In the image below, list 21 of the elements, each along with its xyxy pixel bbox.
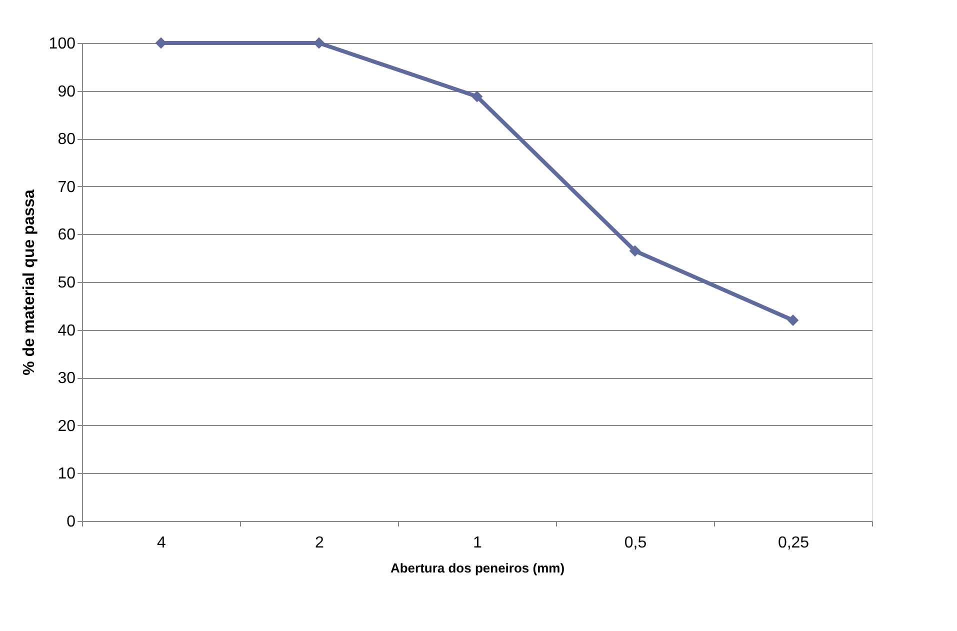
y-tick-label: 60 — [58, 226, 76, 244]
y-tick-label: 10 — [58, 466, 76, 483]
y-tick-label: 20 — [58, 418, 76, 435]
x-axis-title: Abertura dos peneiros (mm) — [390, 560, 565, 576]
x-tick-label: 0,25 — [778, 534, 810, 552]
x-tick-label: 1 — [473, 534, 482, 552]
y-tick-label: 30 — [58, 370, 76, 388]
y-tick-label: 90 — [58, 83, 76, 100]
point — [471, 90, 483, 102]
point — [787, 314, 799, 326]
y-tick-label: 0 — [66, 514, 76, 530]
y-tick-label: 100 — [48, 36, 76, 52]
y-tick-label: 80 — [58, 131, 76, 148]
y-tick-label: 50 — [58, 274, 76, 292]
point — [629, 245, 641, 257]
y-tick-label: 70 — [58, 178, 76, 196]
y-axis-title: % de material que passa — [20, 189, 38, 376]
x-tick-label: 2 — [315, 534, 324, 552]
x-tick-label: 4 — [157, 534, 166, 552]
x-tick-label: 0,5 — [624, 534, 647, 552]
y-tick-label: 40 — [58, 322, 76, 340]
